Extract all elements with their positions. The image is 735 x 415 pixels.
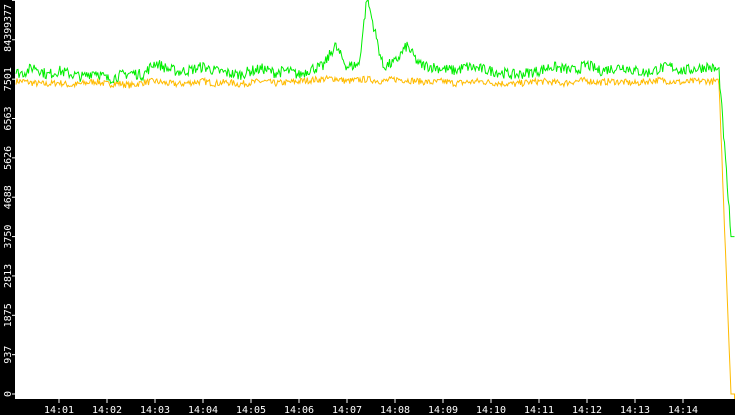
y-tick-label: 937 xyxy=(3,346,14,364)
series-line-1 xyxy=(15,74,735,399)
x-tick-label: 14:11 xyxy=(524,405,554,415)
x-tick-label: 14:05 xyxy=(236,405,266,415)
x-axis-band xyxy=(0,399,735,415)
y-tick-label: 4688 xyxy=(3,185,14,209)
y-tick-label: 1875 xyxy=(3,303,14,327)
x-tick-label: 14:01 xyxy=(44,405,74,415)
y-tick-label: 0 xyxy=(3,391,14,397)
y-tick-label: 7501 xyxy=(3,67,14,91)
y-tick-label: 3750 xyxy=(3,225,14,249)
series-layer xyxy=(15,0,735,399)
series-line-0 xyxy=(15,0,735,238)
y-tick-label: 5626 xyxy=(3,146,14,170)
x-axis: 14:01 14:02 14:03 14:04 14:05 14:06 14:07 14:08… xyxy=(44,399,698,415)
x-tick-label: 14:02 xyxy=(92,405,122,415)
x-tick-label: 14:04 xyxy=(188,405,218,415)
y-tick-label: 9377 xyxy=(3,4,14,28)
x-tick-label: 14:08 xyxy=(380,405,410,415)
y-tick-label: 8439 xyxy=(3,28,14,52)
x-tick-label: 14:10 xyxy=(476,405,506,415)
y-tick-label: 6563 xyxy=(3,106,14,130)
x-tick-label: 14:14 xyxy=(668,405,698,415)
x-tick-label: 14:06 xyxy=(284,405,314,415)
x-tick-label: 14:13 xyxy=(620,405,650,415)
x-tick-label: 14:07 xyxy=(332,405,362,415)
y-tick-label: 2813 xyxy=(3,264,14,288)
x-tick-label: 14:09 xyxy=(428,405,458,415)
plot-area xyxy=(15,0,735,399)
x-tick-label: 14:12 xyxy=(572,405,602,415)
x-tick-label: 14:03 xyxy=(140,405,170,415)
y-axis-band xyxy=(0,0,15,415)
